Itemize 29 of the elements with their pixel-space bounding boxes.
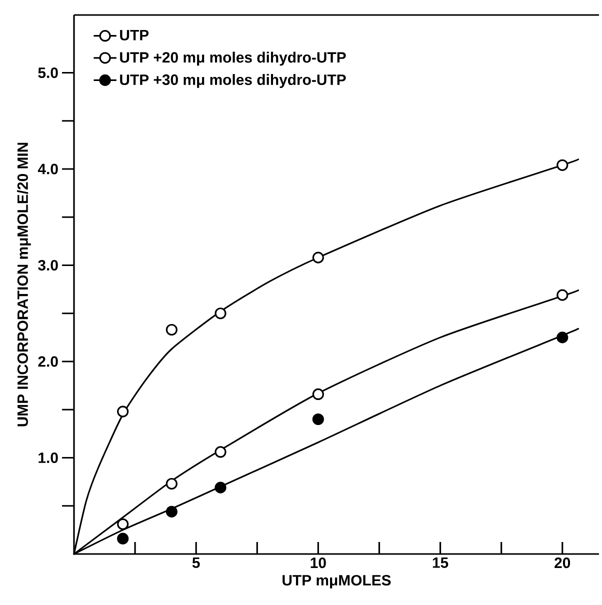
legend-label: UTP +20 mμ moles dihydro-UTP	[120, 52, 346, 66]
point	[117, 518, 129, 530]
point	[214, 308, 226, 320]
y-tick-label: 3.0	[38, 260, 58, 271]
point	[556, 289, 568, 301]
x-axis-title: UTP mμMOLES	[282, 574, 391, 588]
x-tick-label: 20	[554, 558, 570, 568]
point	[166, 506, 178, 518]
y-axis-title: UMP INCORPORATION mμMOLE/20 MIN	[17, 142, 31, 426]
point	[556, 332, 568, 344]
point	[556, 159, 568, 171]
y-tick-label: 2.0	[38, 356, 58, 367]
point	[312, 388, 324, 400]
y-tick-label: 5.0	[38, 67, 58, 78]
y-tick-label: 4.0	[38, 164, 58, 174]
legend-label: UTP	[120, 30, 149, 40]
y-tick-label: 1.0	[38, 452, 58, 464]
point	[312, 252, 324, 264]
point	[166, 478, 178, 490]
point	[312, 413, 324, 426]
legend-label: UTP +30 mμ moles dihydro-UTP	[120, 74, 346, 88]
point	[117, 406, 129, 418]
point	[214, 482, 226, 494]
x-tick-label: 10	[310, 558, 326, 568]
x-tick-label: 15	[432, 558, 448, 568]
point	[166, 324, 178, 336]
x-tick-label: 5	[192, 558, 200, 568]
point	[214, 446, 226, 458]
point	[117, 532, 129, 544]
